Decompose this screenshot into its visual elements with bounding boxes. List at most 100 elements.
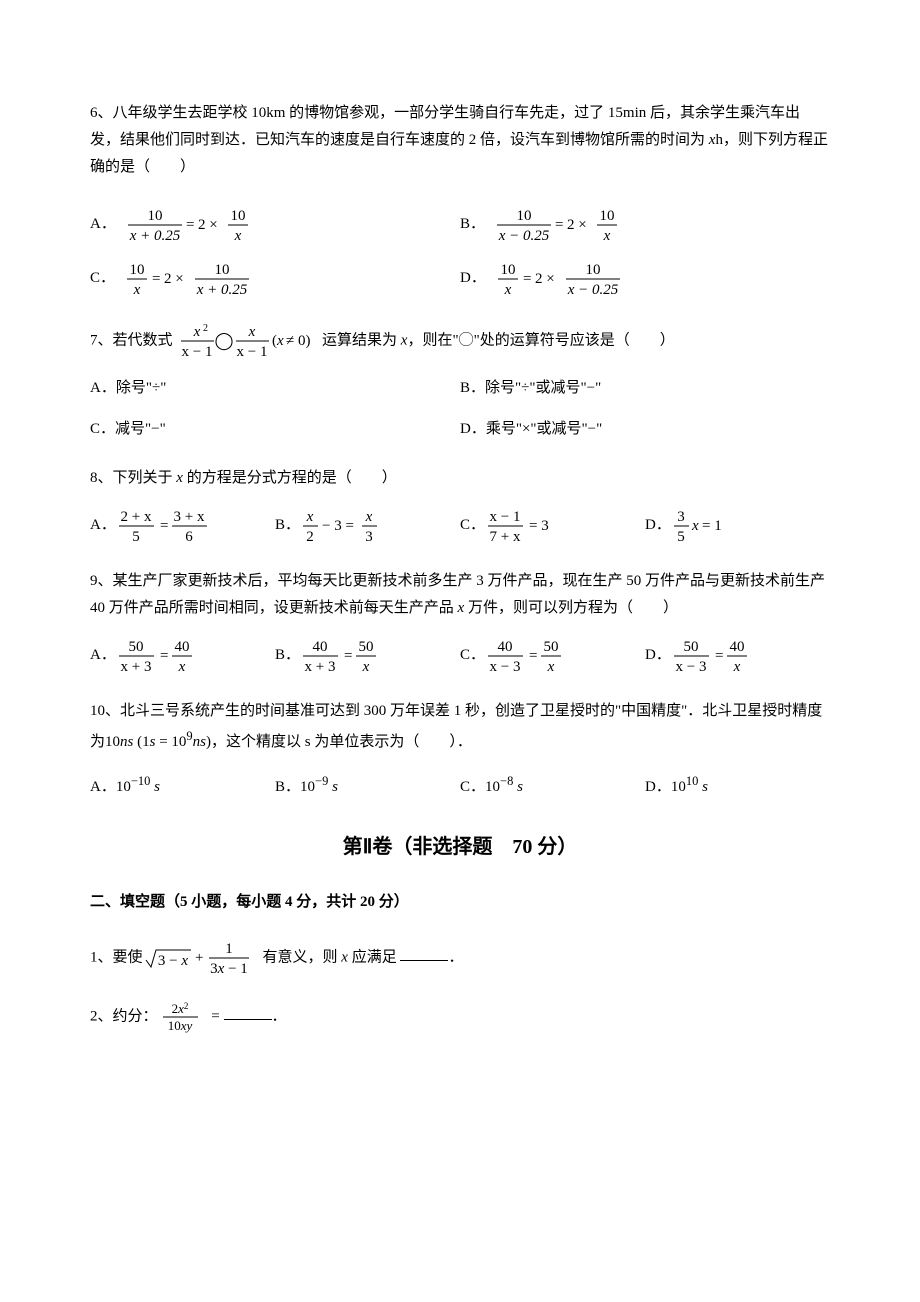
svg-text:x − 3: x − 3 bbox=[490, 659, 521, 675]
svg-text:10: 10 bbox=[599, 208, 614, 224]
question-8-option-c: C．x − 17 + x= 3 bbox=[460, 506, 645, 546]
svg-text:5: 5 bbox=[132, 529, 140, 545]
equation-svg: 35x= 1 bbox=[671, 506, 741, 546]
option-label: B． bbox=[275, 512, 300, 539]
svg-text:3 + x: 3 + x bbox=[173, 509, 204, 525]
svg-text:x: x bbox=[547, 659, 555, 675]
svg-text:5: 5 bbox=[677, 529, 685, 545]
svg-text:3: 3 bbox=[365, 529, 373, 545]
option-expr: 10−8 s bbox=[485, 779, 523, 795]
fill-question-2: 2、约分：2x210xy = ． bbox=[90, 1000, 830, 1034]
question-7-number: 7、 bbox=[90, 332, 113, 348]
svg-text:=: = bbox=[715, 648, 723, 664]
svg-text:= 1: = 1 bbox=[702, 518, 722, 534]
question-8-option-b: B．x2− 3 =x3 bbox=[275, 506, 460, 546]
question-10-option-d: D．1010 s bbox=[645, 770, 830, 801]
svg-text:x: x bbox=[362, 659, 370, 675]
option-label: D． bbox=[645, 642, 671, 669]
question-10-after: ，这个精度以 s 为单位表示为（ ）． bbox=[211, 734, 472, 750]
question-8-var: x bbox=[176, 470, 183, 486]
question-9-text: 9、某生产厂家更新技术后，平均每天比更新技术前多生产 3 万件产品，现在生产 5… bbox=[90, 568, 830, 622]
svg-text:x − 1: x − 1 bbox=[237, 344, 268, 360]
fill-question-1: 1、要使3 − x+13x − 1有意义，则 x 应满足 ． bbox=[90, 938, 830, 978]
equation-svg: 50x + 3=40x bbox=[116, 636, 206, 676]
svg-text:=: = bbox=[344, 648, 352, 664]
svg-text:x: x bbox=[503, 282, 511, 298]
svg-text:7 + x: 7 + x bbox=[490, 529, 521, 545]
question-7-option-c: C．减号"−" bbox=[90, 416, 460, 443]
question-6-option-a: A． 10x + 0.25=2 ×10x bbox=[90, 205, 460, 245]
option-label: C． bbox=[90, 416, 115, 443]
svg-text:x − 1: x − 1 bbox=[182, 344, 213, 360]
svg-text:3x − 1: 3x − 1 bbox=[210, 961, 248, 977]
question-7-option-b: B．除号"÷"或减号"−" bbox=[460, 375, 830, 402]
equation-svg: 40x − 3=50x bbox=[485, 636, 575, 676]
svg-text:=: = bbox=[186, 217, 194, 233]
equation-svg: 50x − 3=40x bbox=[671, 636, 761, 676]
question-10: 10、北斗三号系统产生的时间基准可达到 300 万年误差 1 秒，创造了卫星授时… bbox=[90, 698, 830, 801]
svg-text:2: 2 bbox=[306, 529, 314, 545]
svg-text:x: x bbox=[178, 659, 186, 675]
question-7-mid1: 运算结果为 bbox=[318, 332, 401, 348]
svg-text:=: = bbox=[160, 518, 168, 534]
fill-1-var: x bbox=[341, 949, 348, 965]
option-label: D． bbox=[645, 774, 671, 801]
svg-text:x − 3: x − 3 bbox=[675, 659, 706, 675]
question-7: 7、若代数式 x2x − 1◯xx − 1(x≠ 0) 运算结果为 x，则在"◯… bbox=[90, 321, 830, 443]
svg-text:− 3 =: − 3 = bbox=[322, 518, 354, 534]
question-8-options: A．2 + x5=3 + x6 B．x2− 3 =x3 C．x − 17 + x… bbox=[90, 506, 830, 546]
svg-text:10: 10 bbox=[585, 262, 600, 278]
question-7-option-a: A．除号"÷" bbox=[90, 375, 460, 402]
fill-2-eq: = bbox=[208, 1008, 224, 1024]
option-label: C． bbox=[90, 265, 115, 292]
question-9-after: 万件，则可以列方程为（ ） bbox=[464, 600, 678, 616]
question-9-option-b: B．40x + 3=50x bbox=[275, 636, 460, 676]
equation-svg: 3 − x+13x − 1 bbox=[143, 938, 263, 978]
svg-text:x + 0.25: x + 0.25 bbox=[196, 282, 248, 298]
question-8-after: 的方程是分式方程的是（ ） bbox=[183, 470, 397, 486]
question-6-option-c: C． 10x=2 ×10x + 0.25 bbox=[90, 259, 460, 299]
option-expr: 10−10 s bbox=[116, 779, 160, 795]
option-label: D． bbox=[460, 416, 486, 443]
option-expr: 10−9 s bbox=[300, 779, 338, 795]
svg-text:◯: ◯ bbox=[215, 331, 234, 351]
svg-text:50: 50 bbox=[359, 639, 374, 655]
question-9: 9、某生产厂家更新技术后，平均每天比更新技术前多生产 3 万件产品，现在生产 5… bbox=[90, 568, 830, 676]
option-text: 乘号"×"或减号"−" bbox=[486, 421, 602, 437]
svg-text:=: = bbox=[160, 648, 168, 664]
equation-svg: 2 + x5=3 + x6 bbox=[116, 506, 216, 546]
question-7-options-row1: A．除号"÷" B．除号"÷"或减号"−" bbox=[90, 375, 830, 402]
svg-text:2 ×: 2 × bbox=[164, 271, 184, 287]
svg-text:x − 0.25: x − 0.25 bbox=[566, 282, 618, 298]
option-label: A． bbox=[90, 512, 116, 539]
svg-text:40: 40 bbox=[174, 639, 189, 655]
question-7-after: ，则在"◯"处的运算符号应该是（ ） bbox=[407, 332, 674, 348]
svg-text:40: 40 bbox=[498, 639, 513, 655]
svg-text:3 − x: 3 − x bbox=[157, 953, 187, 969]
svg-text:40: 40 bbox=[313, 639, 328, 655]
option-label: A． bbox=[90, 642, 116, 669]
svg-text:40: 40 bbox=[729, 639, 744, 655]
question-8-number: 8、 bbox=[90, 470, 113, 486]
question-6-body-1: 八年级学生去距学校 10km 的博物馆参观，一部分学生骑自行车先走，过了 15m… bbox=[90, 105, 800, 148]
equation-svg: 40x + 3=50x bbox=[300, 636, 390, 676]
question-6-number: 6、 bbox=[90, 105, 113, 121]
question-7-option-d: D．乘号"×"或减号"−" bbox=[460, 416, 830, 443]
equation-svg: 10x + 0.25=2 ×10x bbox=[120, 205, 260, 245]
fill-1-number: 1、 bbox=[90, 949, 113, 965]
svg-text:x: x bbox=[365, 509, 373, 525]
question-6-options-row1: A． 10x + 0.25=2 ×10x B． 10x − 0.25=2 ×10… bbox=[90, 205, 830, 245]
option-label: A． bbox=[90, 211, 116, 238]
fill-2-suffix: ． bbox=[272, 1008, 287, 1024]
fill-1-before: 要使 bbox=[113, 949, 143, 965]
option-label: B． bbox=[460, 211, 485, 238]
blank-underline bbox=[224, 1004, 272, 1020]
svg-text:2 ×: 2 × bbox=[567, 217, 587, 233]
equation-svg: x − 17 + x= 3 bbox=[485, 506, 565, 546]
svg-text:x: x bbox=[276, 333, 284, 349]
question-7-before: 若代数式 bbox=[113, 332, 177, 348]
svg-text:+: + bbox=[195, 950, 203, 966]
question-6: 6、八年级学生去距学校 10km 的博物馆参观，一部分学生骑自行车先走，过了 1… bbox=[90, 100, 830, 299]
equation-svg: x2x − 1◯xx − 1(x≠ 0) bbox=[176, 321, 318, 361]
svg-text:50: 50 bbox=[128, 639, 143, 655]
